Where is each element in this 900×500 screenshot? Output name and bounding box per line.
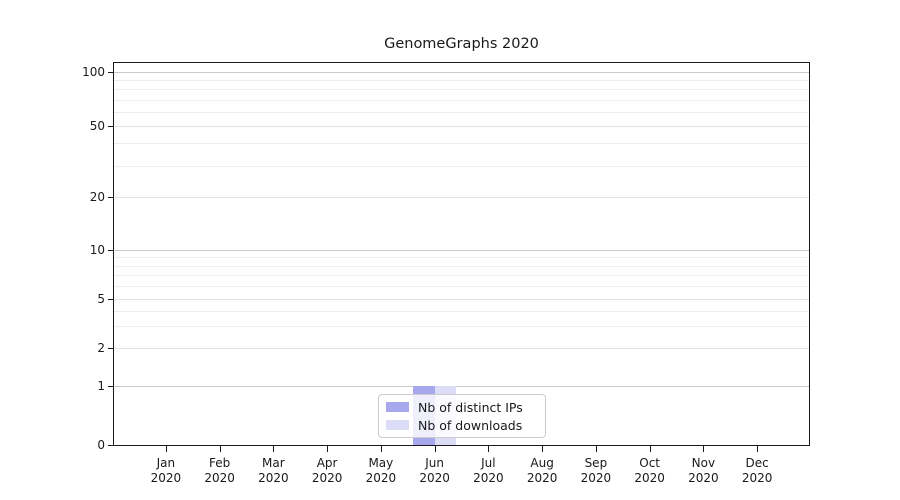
legend-swatch-downloads [386, 420, 409, 430]
y-tick-label-20: 20 [89, 190, 105, 205]
gridline-y-5 [114, 298, 809, 300]
y-tick-mark-20 [108, 197, 113, 199]
x-tick-label-aug: Aug 2020 [514, 456, 570, 485]
x-tick-mark-aug [542, 446, 544, 452]
y-tick-mark-0 [108, 445, 113, 446]
x-tick-year: 2020 [634, 470, 665, 485]
minor-gridline-y-40 [114, 143, 809, 145]
x-tick-label-dec: Dec 2020 [729, 456, 785, 485]
x-tick-label-jun: Jun 2020 [407, 456, 463, 485]
x-tick-mark-mar [273, 446, 275, 452]
x-tick-mark-sep [595, 446, 597, 452]
x-tick-label-oct: Oct 2020 [622, 456, 678, 485]
x-tick-label-feb: Feb 2020 [192, 456, 248, 485]
x-tick-label-jul: Jul 2020 [460, 456, 516, 485]
minor-gridline-y-4 [114, 310, 809, 312]
x-tick-year: 2020 [419, 470, 450, 485]
x-tick-month: Jun [425, 456, 444, 470]
gridline-y-20 [114, 197, 809, 199]
x-tick-label-apr: Apr 2020 [299, 456, 355, 485]
x-tick-mark-nov [703, 446, 705, 452]
y-tick-mark-5 [108, 298, 113, 300]
y-tick-label-1: 1 [97, 379, 105, 394]
x-tick-year: 2020 [311, 470, 343, 485]
x-tick-year: 2020 [258, 470, 289, 485]
gridline-y-10 [114, 250, 809, 252]
minor-gridline-y-30 [114, 165, 809, 167]
x-tick-year: 2020 [526, 470, 558, 485]
y-tick-label-100: 100 [82, 64, 105, 79]
minor-gridline-y-80 [114, 89, 809, 91]
x-tick-month: Sep [584, 456, 608, 470]
gridline-y-50 [114, 125, 809, 127]
gridline-y-100 [114, 71, 809, 73]
x-tick-label-jan: Jan 2020 [138, 456, 194, 485]
y-tick-mark-100 [108, 71, 113, 73]
x-tick-mark-dec [757, 446, 759, 452]
x-tick-label-may: May 2020 [353, 456, 409, 485]
y-tick-label-50: 50 [89, 118, 105, 133]
plot-area [113, 62, 810, 446]
y-tick-mark-2 [108, 347, 113, 349]
minor-gridline-y-70 [114, 99, 809, 101]
x-tick-month: May [368, 456, 394, 470]
legend-swatch-distinct-ips [386, 402, 409, 412]
minor-gridline-y-6 [114, 285, 809, 287]
y-tick-mark-50 [108, 125, 113, 127]
x-tick-month: Oct [639, 456, 661, 470]
x-tick-mark-oct [649, 446, 651, 452]
y-tick-label-5: 5 [97, 291, 105, 306]
x-tick-year: 2020 [150, 470, 182, 485]
minor-gridline-y-8 [114, 265, 809, 267]
x-tick-month: Aug [530, 456, 554, 470]
x-tick-mark-jun [434, 446, 436, 452]
x-tick-year: 2020 [473, 470, 504, 485]
x-tick-month: Jul [481, 456, 496, 470]
legend-item-distinct-ips: Nb of distinct IPs [386, 400, 545, 415]
x-tick-label-nov: Nov 2020 [675, 456, 731, 485]
minor-gridline-y-7 [114, 275, 809, 277]
chart-title: GenomeGraphs 2020 [384, 36, 539, 52]
legend-label-distinct-ips: Nb of distinct IPs [418, 399, 523, 415]
minor-gridline-y-9 [114, 257, 809, 259]
x-tick-mark-jan [165, 446, 167, 452]
gridline-y-2 [114, 347, 809, 349]
y-tick-label-0: 0 [97, 438, 105, 452]
legend: Nb of distinct IPs Nb of downloads [378, 394, 546, 438]
x-tick-month: Dec [745, 456, 769, 470]
minor-gridline-y-3 [114, 325, 809, 327]
x-tick-mark-feb [219, 446, 221, 452]
x-tick-mark-may [380, 446, 382, 452]
x-tick-year: 2020 [204, 470, 235, 485]
x-tick-month: Nov [691, 456, 716, 470]
legend-item-downloads: Nb of downloads [386, 418, 545, 433]
x-tick-label-mar: Mar 2020 [245, 456, 301, 485]
x-tick-month: Apr [316, 456, 338, 470]
x-tick-month: Jan [156, 456, 176, 470]
x-tick-year: 2020 [688, 470, 719, 485]
x-tick-year: 2020 [580, 470, 612, 485]
x-tick-month: Mar [262, 456, 285, 470]
x-tick-label-sep: Sep 2020 [568, 456, 624, 485]
x-tick-year: 2020 [741, 470, 773, 485]
y-tick-label-2: 2 [97, 340, 105, 355]
gridline-y-1 [114, 386, 809, 388]
legend-label-downloads: Nb of downloads [418, 417, 523, 433]
x-tick-mark-apr [327, 446, 329, 452]
x-tick-year: 2020 [365, 470, 397, 485]
x-tick-month: Feb [208, 456, 231, 470]
y-tick-mark-1 [108, 386, 113, 388]
y-tick-mark-10 [108, 250, 113, 252]
y-tick-label-10: 10 [89, 243, 105, 258]
minor-gridline-y-60 [114, 111, 809, 113]
minor-gridline-y-90 [114, 80, 809, 82]
x-tick-mark-jul [488, 446, 490, 452]
